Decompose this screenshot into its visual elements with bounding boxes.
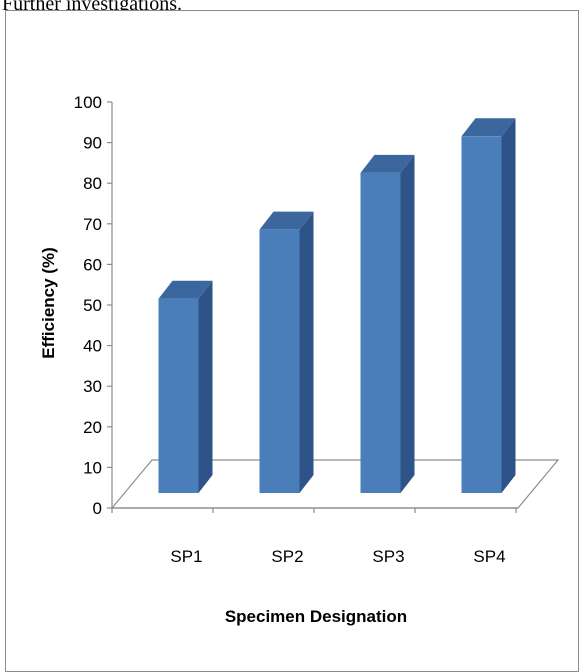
bar-top <box>158 280 213 299</box>
bar-front <box>360 172 401 493</box>
bar-top <box>360 154 415 173</box>
y-tick-label: 80 <box>83 174 102 193</box>
bar-sp4 <box>461 118 516 494</box>
y-tick-label: 90 <box>83 134 102 153</box>
y-tick-label: 30 <box>83 377 102 396</box>
bar-front <box>461 136 502 494</box>
bar-front <box>259 229 300 493</box>
x-tick-label: SP1 <box>170 547 202 566</box>
bar-top <box>461 118 516 137</box>
bar-sp3 <box>360 154 415 493</box>
y-tick-label: 20 <box>83 418 102 437</box>
x-tick-label: SP4 <box>473 547 505 566</box>
x-tick-label: SP2 <box>271 547 303 566</box>
y-tick-label: 50 <box>83 296 102 315</box>
bar-front <box>158 298 199 493</box>
x-tick-label: SP3 <box>372 547 404 566</box>
y-tick-label: 10 <box>83 458 102 477</box>
bar-side <box>400 154 415 493</box>
bar-sp2 <box>259 211 314 493</box>
x-axis-label: Specimen Designation <box>225 607 407 626</box>
bar-side <box>198 280 213 493</box>
y-tick-label: 60 <box>83 255 102 274</box>
y-tick-label: 0 <box>93 499 102 518</box>
bar-sp1 <box>158 280 213 493</box>
y-tick-label: 40 <box>83 337 102 356</box>
bar-top <box>259 211 314 230</box>
bar-side <box>501 118 516 494</box>
y-axis-label: Efficiency (%) <box>39 247 58 358</box>
y-tick-label: 100 <box>74 93 102 112</box>
bar-side <box>299 211 314 493</box>
y-tick-label: 70 <box>83 215 102 234</box>
